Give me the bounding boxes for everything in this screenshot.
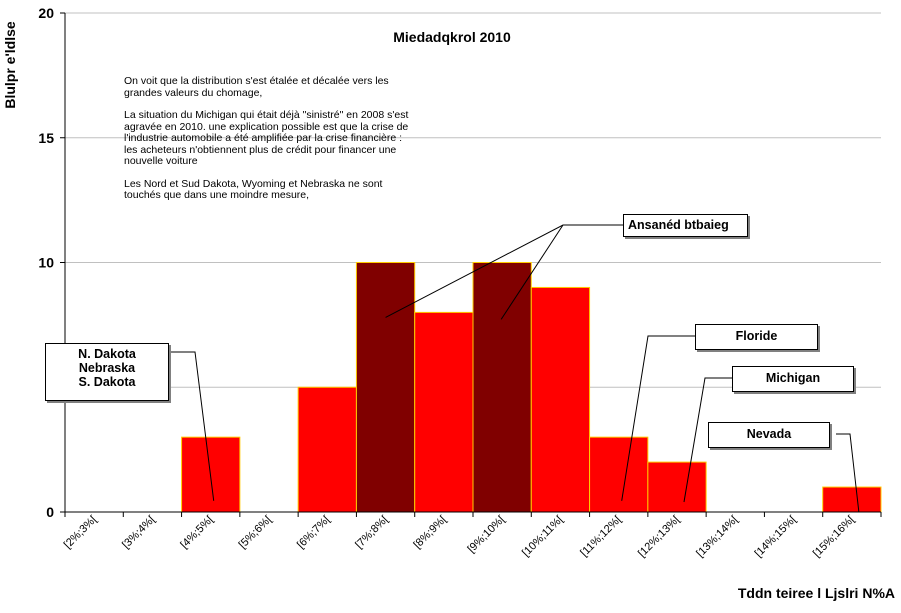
callout-line: S. Dakota — [78, 375, 136, 389]
callout-nevada: Nevada — [708, 422, 830, 448]
y-tick-labels: 0 10 15 20 — [38, 5, 54, 520]
callout-highlighted: Ansanéd btbaieg — [623, 214, 748, 237]
bars — [181, 262, 882, 513]
x-tick-label: [2%;3%[ — [62, 514, 99, 551]
x-tick-label: [6%;7%[ — [295, 514, 332, 551]
x-tick-label: [13%;14%[ — [694, 514, 740, 560]
x-tick-label: [8%;9%[ — [412, 514, 449, 551]
leader-line — [683, 377, 732, 503]
leader-line — [621, 335, 695, 501]
bar-9 — [589, 436, 649, 513]
leader-lines — [169, 224, 860, 513]
bar-13 — [822, 486, 882, 513]
y-tick-label: 0 — [46, 504, 54, 520]
y-tick-label: 10 — [38, 255, 54, 271]
bar-6 — [414, 311, 474, 513]
x-tick-label: [10%;11%[ — [520, 514, 566, 560]
x-axis-title: Tddn teiree l Ljslri N%A — [738, 585, 895, 601]
x-tick-label: [15%;16%[ — [811, 514, 857, 560]
bar-5 — [355, 262, 416, 513]
y-tick-label: 20 — [38, 5, 54, 21]
callout-line: Michigan — [765, 371, 821, 385]
note-paragraph: La situation du Michigan qui était déjà … — [124, 109, 409, 167]
x-tick-label: [3%;4%[ — [120, 514, 157, 551]
x-tick-label: [14%;15%[ — [753, 514, 799, 560]
leader-line — [169, 351, 215, 501]
callout-line: N. Dakota — [78, 347, 136, 361]
y-axis-title: Blulpr e'ldlse — [2, 21, 18, 109]
axes — [60, 12, 882, 517]
x-tick-label: [4%;5%[ — [178, 514, 215, 551]
commentary-note: On voit que la distribution s'est étalée… — [124, 75, 414, 213]
x-tick-label: [11%;12%[ — [578, 514, 624, 560]
callout-michigan: Michigan — [732, 366, 854, 392]
callout-line: Nebraska — [78, 361, 136, 375]
bar-8 — [530, 286, 591, 513]
callout-dakota-nebraska: N. Dakota Nebraska S. Dakota — [45, 343, 169, 401]
callout-line: Ansanéd btbaieg — [628, 218, 729, 232]
note-paragraph: On voit que la distribution s'est étalée… — [124, 75, 389, 99]
x-tick-labels: [2%;3%[ [3%;4%[ [4%;5%[ [5%;6%[ [6%;7%[ [7%;8… — [62, 514, 857, 560]
bar-10 — [647, 461, 707, 513]
bar-4 — [297, 386, 357, 513]
leader-line — [836, 433, 860, 513]
chart-title: Miedadqkrol 2010 — [393, 29, 511, 45]
callout-floride: Floride — [695, 324, 818, 350]
x-tick-label: [7%;8%[ — [353, 514, 390, 551]
note-paragraph: Les Nord et Sud Dakota, Wyoming et Nebra… — [124, 177, 383, 201]
callout-line: Floride — [735, 329, 778, 343]
x-tick-label: [12%;13%[ — [636, 514, 682, 560]
x-tick-label: [9%;10%[ — [465, 514, 507, 556]
x-tick-label: [5%;6%[ — [237, 514, 274, 551]
y-tick-label: 15 — [38, 130, 54, 146]
callout-line: Nevada — [746, 427, 792, 441]
leader-line — [500, 224, 564, 320]
bar-7 — [472, 262, 532, 513]
